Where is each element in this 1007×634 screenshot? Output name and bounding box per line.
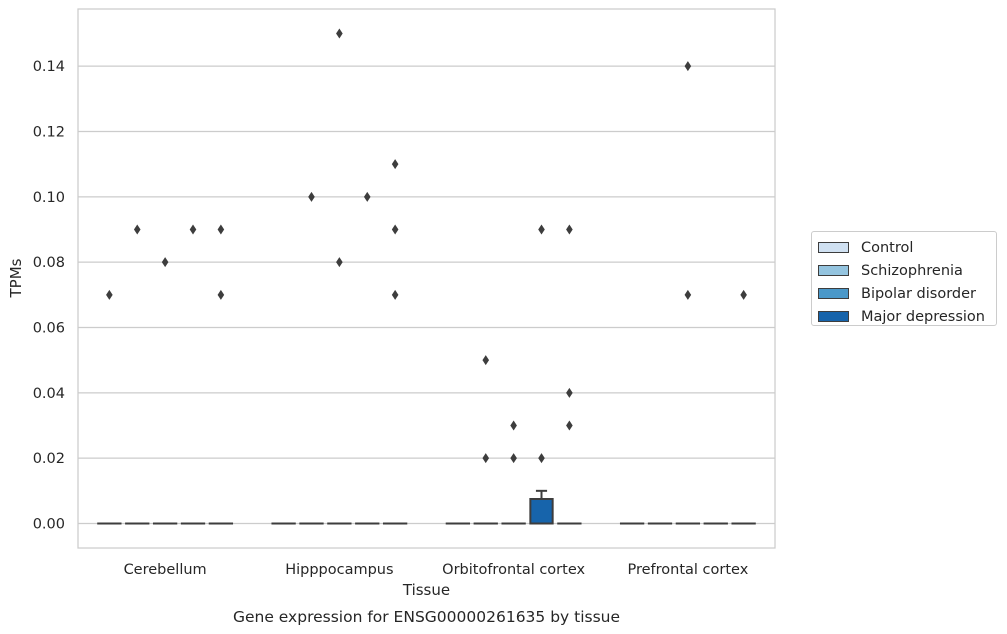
x-axis-label: Tissue [402,581,450,599]
outlier-point [217,224,225,235]
outlier-point [217,289,225,300]
legend-swatch [818,288,849,299]
outlier-point [566,420,573,431]
box-plot-marks [97,28,756,525]
outlier-point [308,191,315,202]
outlier-point [391,159,399,170]
legend-swatch [818,265,849,276]
outlier-point [336,257,343,268]
y-tick-label: 0.08 [33,255,65,271]
outlier-point [566,387,573,398]
y-tick-label: 0.14 [33,59,65,75]
outlier-point [684,61,692,72]
legend-item-schizophrenia: Schizophrenia [818,259,996,282]
outlier-point [740,289,747,300]
plot-area-frame [77,8,776,549]
x-tick-label: Cerebellum [124,562,207,578]
outlier-point [510,420,517,431]
outlier-point [538,224,545,235]
y-tick-label: 0.04 [33,386,65,402]
outlier-point [482,453,490,464]
outlier-point [363,191,371,202]
outlier-point [133,224,141,235]
x-tick-label: Hipppocampus [285,562,393,578]
outlier-point [684,289,692,300]
outlier-point [566,224,573,235]
outlier-point [189,224,197,235]
y-tick-label: 0.02 [33,451,65,467]
y-tick-label: 0.12 [33,125,65,141]
legend-swatch [818,311,849,322]
gridlines [78,65,775,525]
legend-label: Schizophrenia [861,262,963,279]
outlier-point [538,453,545,464]
outlier-point [391,289,399,300]
y-axis-label: TPMs [7,258,25,298]
legend-label: Major depression [861,308,985,325]
outlier-point [336,28,343,39]
y-tick-label: 0.00 [33,517,65,533]
legend-label: Control [861,239,914,256]
legend-item-control: Control [818,236,996,259]
outlier-point [482,355,490,366]
y-tick-label: 0.06 [33,321,65,337]
y-tick-label: 0.10 [33,190,65,206]
box [529,498,554,525]
legend-label: Bipolar disorder [861,285,976,302]
legend-item-major-depression: Major depression [818,305,996,328]
x-tick-label: Orbitofrontal cortex [442,562,585,578]
legend-swatch [818,242,849,253]
outlier-point [510,453,517,464]
y-tick-labels: 0.00 0.02 0.04 0.06 0.08 0.10 0.12 0.14 [33,59,65,532]
x-tick-label: Prefrontal cortex [627,562,748,578]
outlier-point [391,224,399,235]
outlier-point [106,289,113,300]
legend: Control Schizophrenia Bipolar disorder M… [811,231,997,326]
legend-item-bipolar-disorder: Bipolar disorder [818,282,996,305]
chart-title: Gene expression for ENSG00000261635 by t… [233,608,620,626]
outlier-point [161,257,169,268]
x-tick-labels: Cerebellum Hipppocampus Orbitofrontal cort… [124,562,749,578]
